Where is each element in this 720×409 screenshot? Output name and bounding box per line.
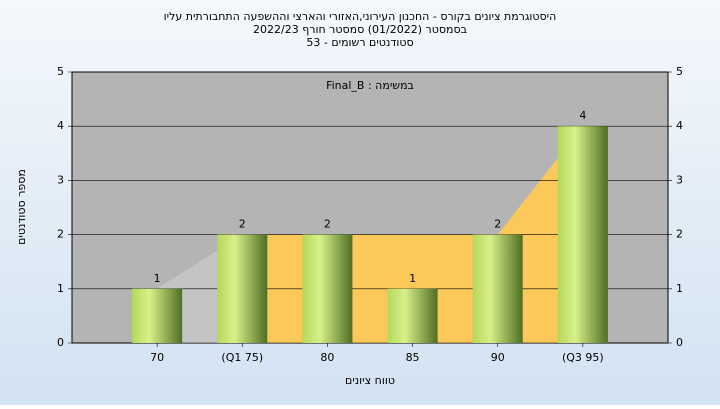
y2-tick-label: 0 xyxy=(676,336,683,349)
value-label: 4 xyxy=(579,109,586,122)
bar xyxy=(132,288,183,343)
x-tick-label: (Q3 95) xyxy=(562,351,604,364)
y2-tick-label: 3 xyxy=(676,173,683,186)
x-tick-label: (Q1 75) xyxy=(221,351,263,364)
y-axis-label: מספר סטודנטים xyxy=(15,169,28,245)
x-tick-label: 70 xyxy=(150,351,164,364)
annotation: Final_B : במשימה xyxy=(326,79,414,92)
bar xyxy=(472,234,523,343)
bar xyxy=(387,288,438,343)
y-tick-label: 1 xyxy=(57,282,64,295)
title-line: היסטוגרמת ציונים בקורס - החכנון העירוני,… xyxy=(164,10,557,23)
value-label: 2 xyxy=(324,218,331,231)
title-line: בסמסטר (01/2022) סמסטר חורף 2022/23 xyxy=(253,23,467,36)
y2-tick-label: 1 xyxy=(676,282,683,295)
y2-tick-label: 5 xyxy=(676,65,683,78)
y-tick-label: 5 xyxy=(57,65,64,78)
x-axis-label: טווח ציונים xyxy=(345,374,395,387)
value-label: 2 xyxy=(494,218,501,231)
y-tick-label: 0 xyxy=(57,336,64,349)
y-tick-label: 2 xyxy=(57,228,64,241)
y2-tick-label: 2 xyxy=(676,228,683,241)
y-tick-label: 3 xyxy=(57,173,64,186)
x-tick-label: 85 xyxy=(406,351,420,364)
bar xyxy=(557,126,608,343)
x-tick-label: 80 xyxy=(320,351,334,364)
title-line: סטודנטים רשומים - 53 xyxy=(306,36,413,49)
y2-tick-label: 4 xyxy=(676,119,683,132)
bar xyxy=(217,234,268,343)
value-label: 2 xyxy=(239,218,246,231)
value-label: 1 xyxy=(409,272,416,285)
value-label: 1 xyxy=(154,272,161,285)
y-tick-label: 4 xyxy=(57,119,64,132)
bar xyxy=(302,234,353,343)
x-tick-label: 90 xyxy=(491,351,505,364)
